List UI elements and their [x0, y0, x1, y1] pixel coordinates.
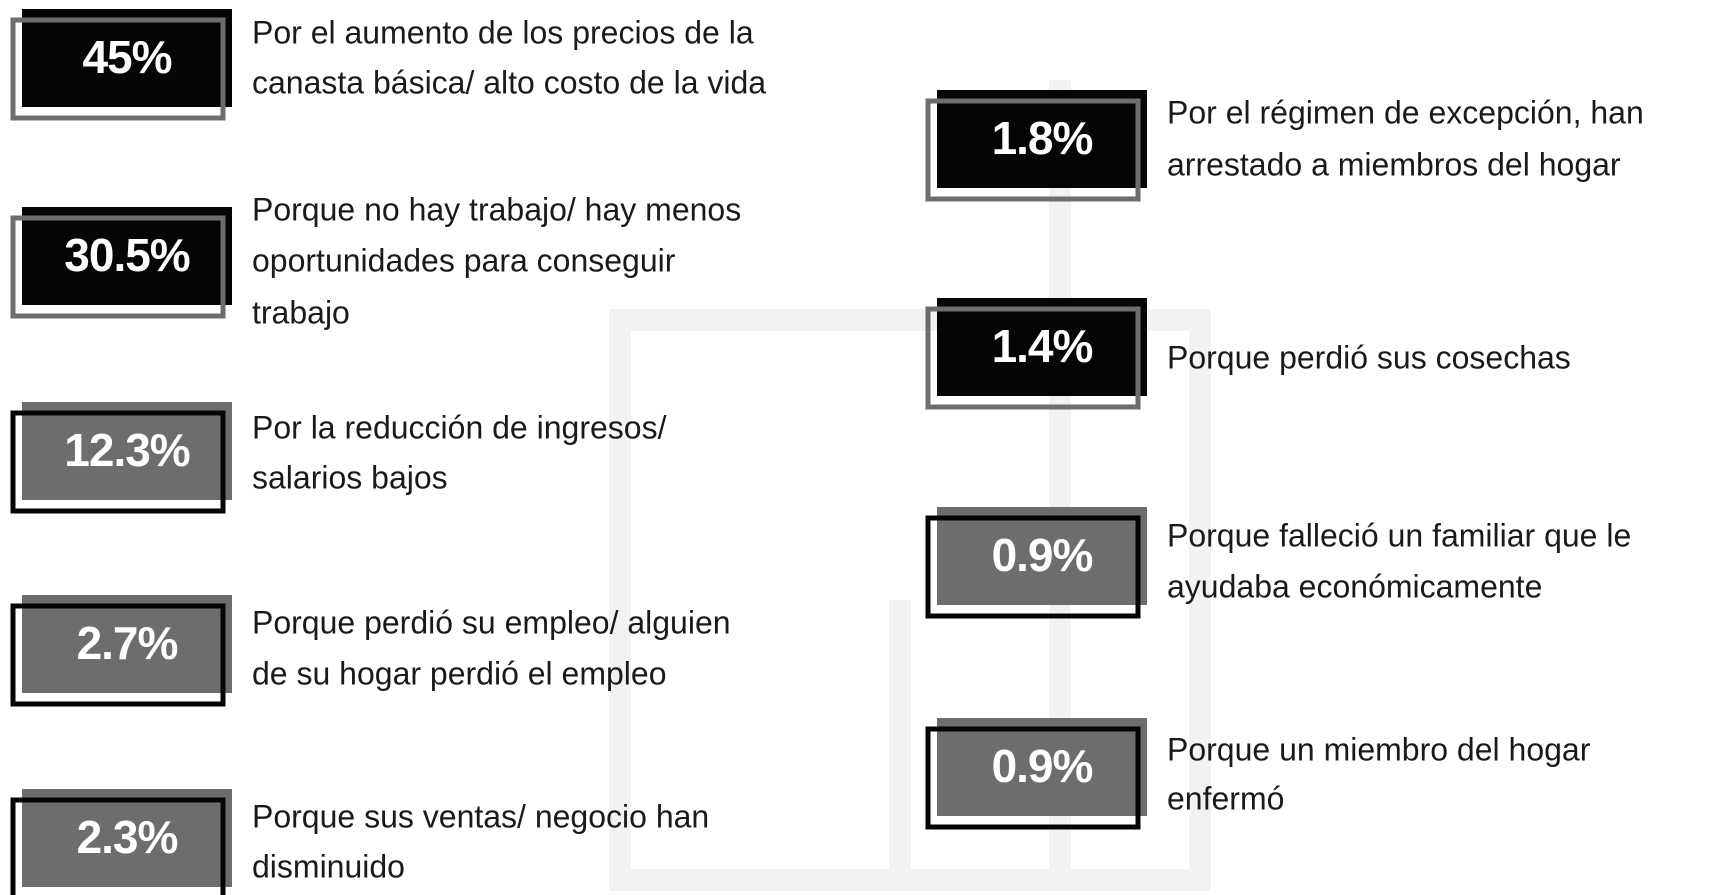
- item: 1.4% Porque perdió sus cosechas: [925, 298, 1571, 410]
- label-line: de su hogar perdió el empleo: [252, 655, 667, 691]
- label-line: Por la reducción de ingresos/: [252, 409, 667, 445]
- label-line: arrestado a miembros del hogar: [1167, 146, 1621, 182]
- label-line: Por el régimen de excepción, han: [1167, 94, 1644, 130]
- value-box-outline: [10, 215, 226, 319]
- label-line: trabajo: [252, 294, 350, 330]
- label-line: Porque falleció un familiar que le: [1167, 517, 1631, 553]
- value: 0.9%: [992, 529, 1093, 581]
- value-box-outline: [10, 603, 226, 707]
- label-line: Porque perdió su empleo/ alguien: [252, 604, 731, 640]
- label-line: disminuido: [252, 848, 405, 884]
- value-box-outline: [925, 306, 1141, 410]
- label-line: oportunidades para conseguir: [252, 242, 676, 278]
- label-line: canasta básica/ alto costo de la vida: [252, 64, 766, 100]
- label-line: Porque sus ventas/ negocio han: [252, 798, 709, 834]
- item: 30.5% Porque no hay trabajo/ hay menos opo…: [10, 191, 741, 330]
- value-box: [937, 718, 1147, 816]
- value-box: [22, 9, 232, 107]
- label-line: Porque no hay trabajo/ hay menos: [252, 191, 741, 227]
- item: 0.9% Porque un miembro del hogar enfermó: [925, 718, 1591, 830]
- value: 2.3%: [77, 811, 178, 863]
- value-box-outline: [925, 726, 1141, 830]
- label-line: salarios bajos: [252, 459, 448, 495]
- value-box: [937, 90, 1147, 188]
- value-box: [22, 789, 232, 887]
- value: 1.8%: [992, 112, 1093, 164]
- value: 2.7%: [77, 617, 178, 669]
- label-line: Por el aumento de los precios de la: [252, 14, 754, 50]
- item: 45% Por el aumento de los precios de la ca…: [10, 9, 766, 121]
- label-line: Porque perdió sus cosechas: [1167, 339, 1571, 375]
- value: 30.5%: [64, 229, 190, 281]
- item: 1.8% Por el régimen de excepción, han arre…: [925, 90, 1644, 202]
- value-box-outline: [10, 797, 226, 895]
- value-box: [937, 507, 1147, 605]
- label-line: Porque un miembro del hogar: [1167, 731, 1591, 767]
- item: 2.3% Porque sus ventas/ negocio han dismin…: [10, 789, 709, 895]
- value-box: [22, 402, 232, 500]
- value-box: [937, 298, 1147, 396]
- value: 1.4%: [992, 320, 1093, 372]
- value-box: [22, 207, 232, 305]
- value: 12.3%: [64, 424, 190, 476]
- value-box-outline: [10, 410, 226, 514]
- value: 0.9%: [992, 740, 1093, 792]
- value-box-outline: [925, 515, 1141, 619]
- label-line: enfermó: [1167, 780, 1284, 816]
- item: 12.3% Por la reducción de ingresos/salari…: [10, 402, 667, 514]
- value-box: [22, 595, 232, 693]
- label-line: ayudaba económicamente: [1167, 568, 1542, 604]
- value-box-outline: [925, 98, 1141, 202]
- value-box-outline: [10, 17, 226, 121]
- item: 2.7% Porque perdió su empleo/ alguien de s…: [10, 595, 731, 707]
- item: 0.9% Porque falleció un familiar que le ay…: [925, 507, 1631, 619]
- value: 45%: [82, 31, 171, 83]
